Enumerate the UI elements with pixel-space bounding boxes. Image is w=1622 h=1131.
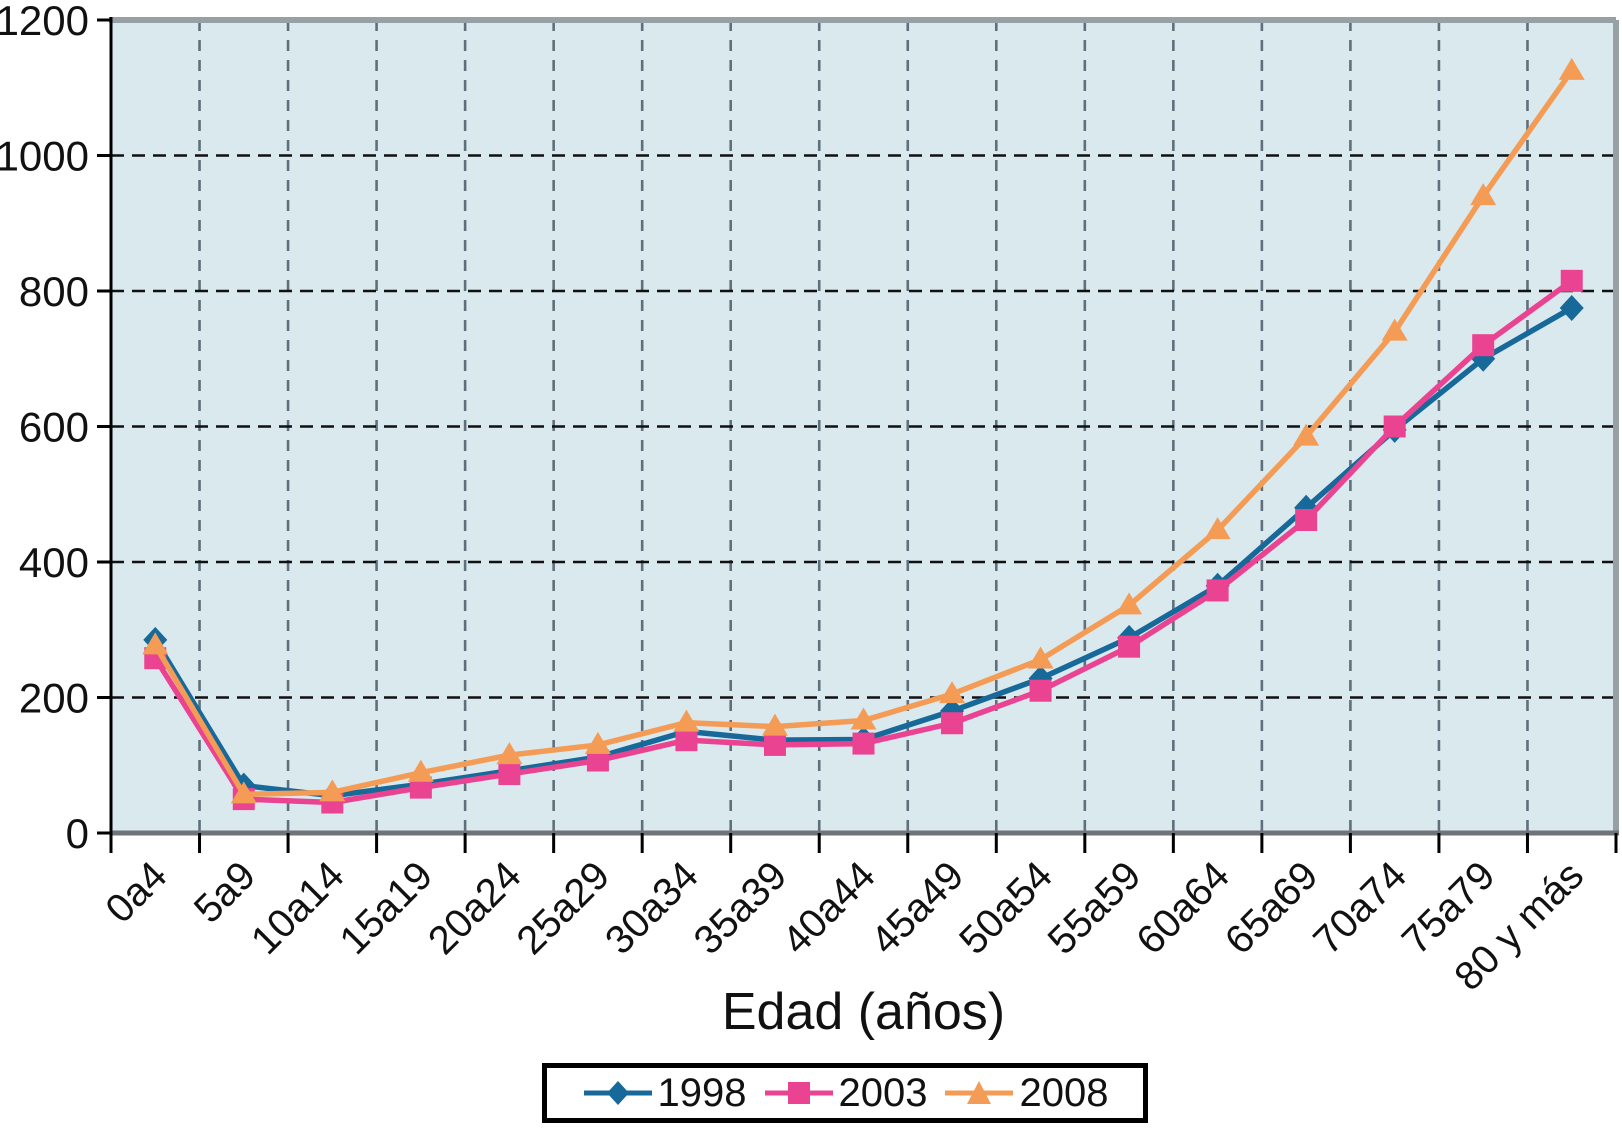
triangle-marker-icon xyxy=(407,759,434,782)
x-tick-label: 45a49 xyxy=(863,853,973,963)
y-tick-label: 600 xyxy=(19,404,89,451)
x-axis-title: Edad (años) xyxy=(721,983,1006,1041)
square-icon xyxy=(787,1082,810,1104)
square-marker-icon xyxy=(763,733,786,756)
x-tick-label: 65a69 xyxy=(1217,853,1327,963)
x-tick-label: 5a9 xyxy=(186,853,264,931)
triangle-marker-icon xyxy=(939,681,966,704)
square-marker-icon xyxy=(1560,269,1583,292)
square-marker-icon xyxy=(409,776,432,799)
triangle-marker-icon xyxy=(945,1081,1014,1104)
square-marker-icon xyxy=(852,732,875,755)
x-tick-label: 25a29 xyxy=(509,853,619,963)
plot-area xyxy=(111,20,1616,833)
diamond-marker-icon xyxy=(583,1081,652,1105)
y-tick-label: 1200 xyxy=(0,0,89,44)
triangle-marker-icon xyxy=(761,713,788,736)
x-tick-label: 20a24 xyxy=(420,853,530,963)
diamond-icon xyxy=(606,1081,629,1105)
triangle-marker-icon xyxy=(673,709,700,732)
legend-label: 2003 xyxy=(838,1071,928,1115)
legend-item-2008: 2008 xyxy=(943,1073,1108,1113)
y-tick-label: 800 xyxy=(19,268,89,315)
x-tick-label: 60a64 xyxy=(1128,853,1238,963)
square-marker-icon xyxy=(764,1082,833,1104)
y-tick-label: 0 xyxy=(66,810,89,857)
legend: 1998 2003 2008 xyxy=(542,1063,1148,1123)
triangle-icon xyxy=(967,1081,992,1104)
x-tick-label: 35a39 xyxy=(686,853,796,963)
square-marker-icon xyxy=(941,712,964,735)
triangle-marker-icon xyxy=(1293,423,1320,446)
x-tick-label: 40a44 xyxy=(774,853,884,963)
legend-label: 1998 xyxy=(657,1071,747,1115)
x-tick-label: 15a19 xyxy=(331,853,441,963)
triangle-marker-icon xyxy=(1204,517,1231,540)
square-marker-icon xyxy=(1029,679,1052,702)
triangle-marker-icon xyxy=(850,707,877,730)
triangle-marker-icon xyxy=(496,742,523,765)
x-tick-label: 10a14 xyxy=(243,853,353,963)
x-tick-label: 55a59 xyxy=(1040,853,1150,963)
legend-item-2003: 2003 xyxy=(763,1071,928,1115)
y-tick-label: 400 xyxy=(19,539,89,586)
y-tick-label: 1000 xyxy=(0,133,89,180)
square-marker-icon xyxy=(1383,415,1406,438)
legend-item-1998: 1998 xyxy=(582,1073,747,1113)
triangle-marker-icon xyxy=(1558,57,1585,80)
triangle-marker-icon xyxy=(1381,318,1408,341)
triangle-marker-icon xyxy=(230,781,257,804)
x-tick-label: 50a54 xyxy=(951,853,1061,963)
square-marker-icon xyxy=(1118,635,1141,658)
triangle-marker-icon xyxy=(319,779,346,802)
x-tick-label: 0a4 xyxy=(97,853,175,931)
square-marker-icon xyxy=(1206,579,1229,602)
triangle-marker-icon xyxy=(142,632,169,655)
x-tick-label: 30a34 xyxy=(597,853,707,963)
triangle-marker-icon xyxy=(1470,183,1497,206)
square-marker-icon xyxy=(586,749,609,772)
legend-label: 2008 xyxy=(1019,1071,1109,1115)
square-marker-icon xyxy=(1295,508,1318,531)
square-marker-icon xyxy=(498,763,521,786)
square-marker-icon xyxy=(675,729,698,752)
triangle-marker-icon xyxy=(1116,592,1143,615)
triangle-marker-icon xyxy=(1027,646,1054,669)
square-marker-icon xyxy=(1472,334,1495,357)
x-tick-label: 70a74 xyxy=(1305,853,1415,963)
diamond-marker-icon xyxy=(1559,294,1584,321)
y-tick-label: 200 xyxy=(19,675,89,722)
triangle-marker-icon xyxy=(584,731,611,754)
